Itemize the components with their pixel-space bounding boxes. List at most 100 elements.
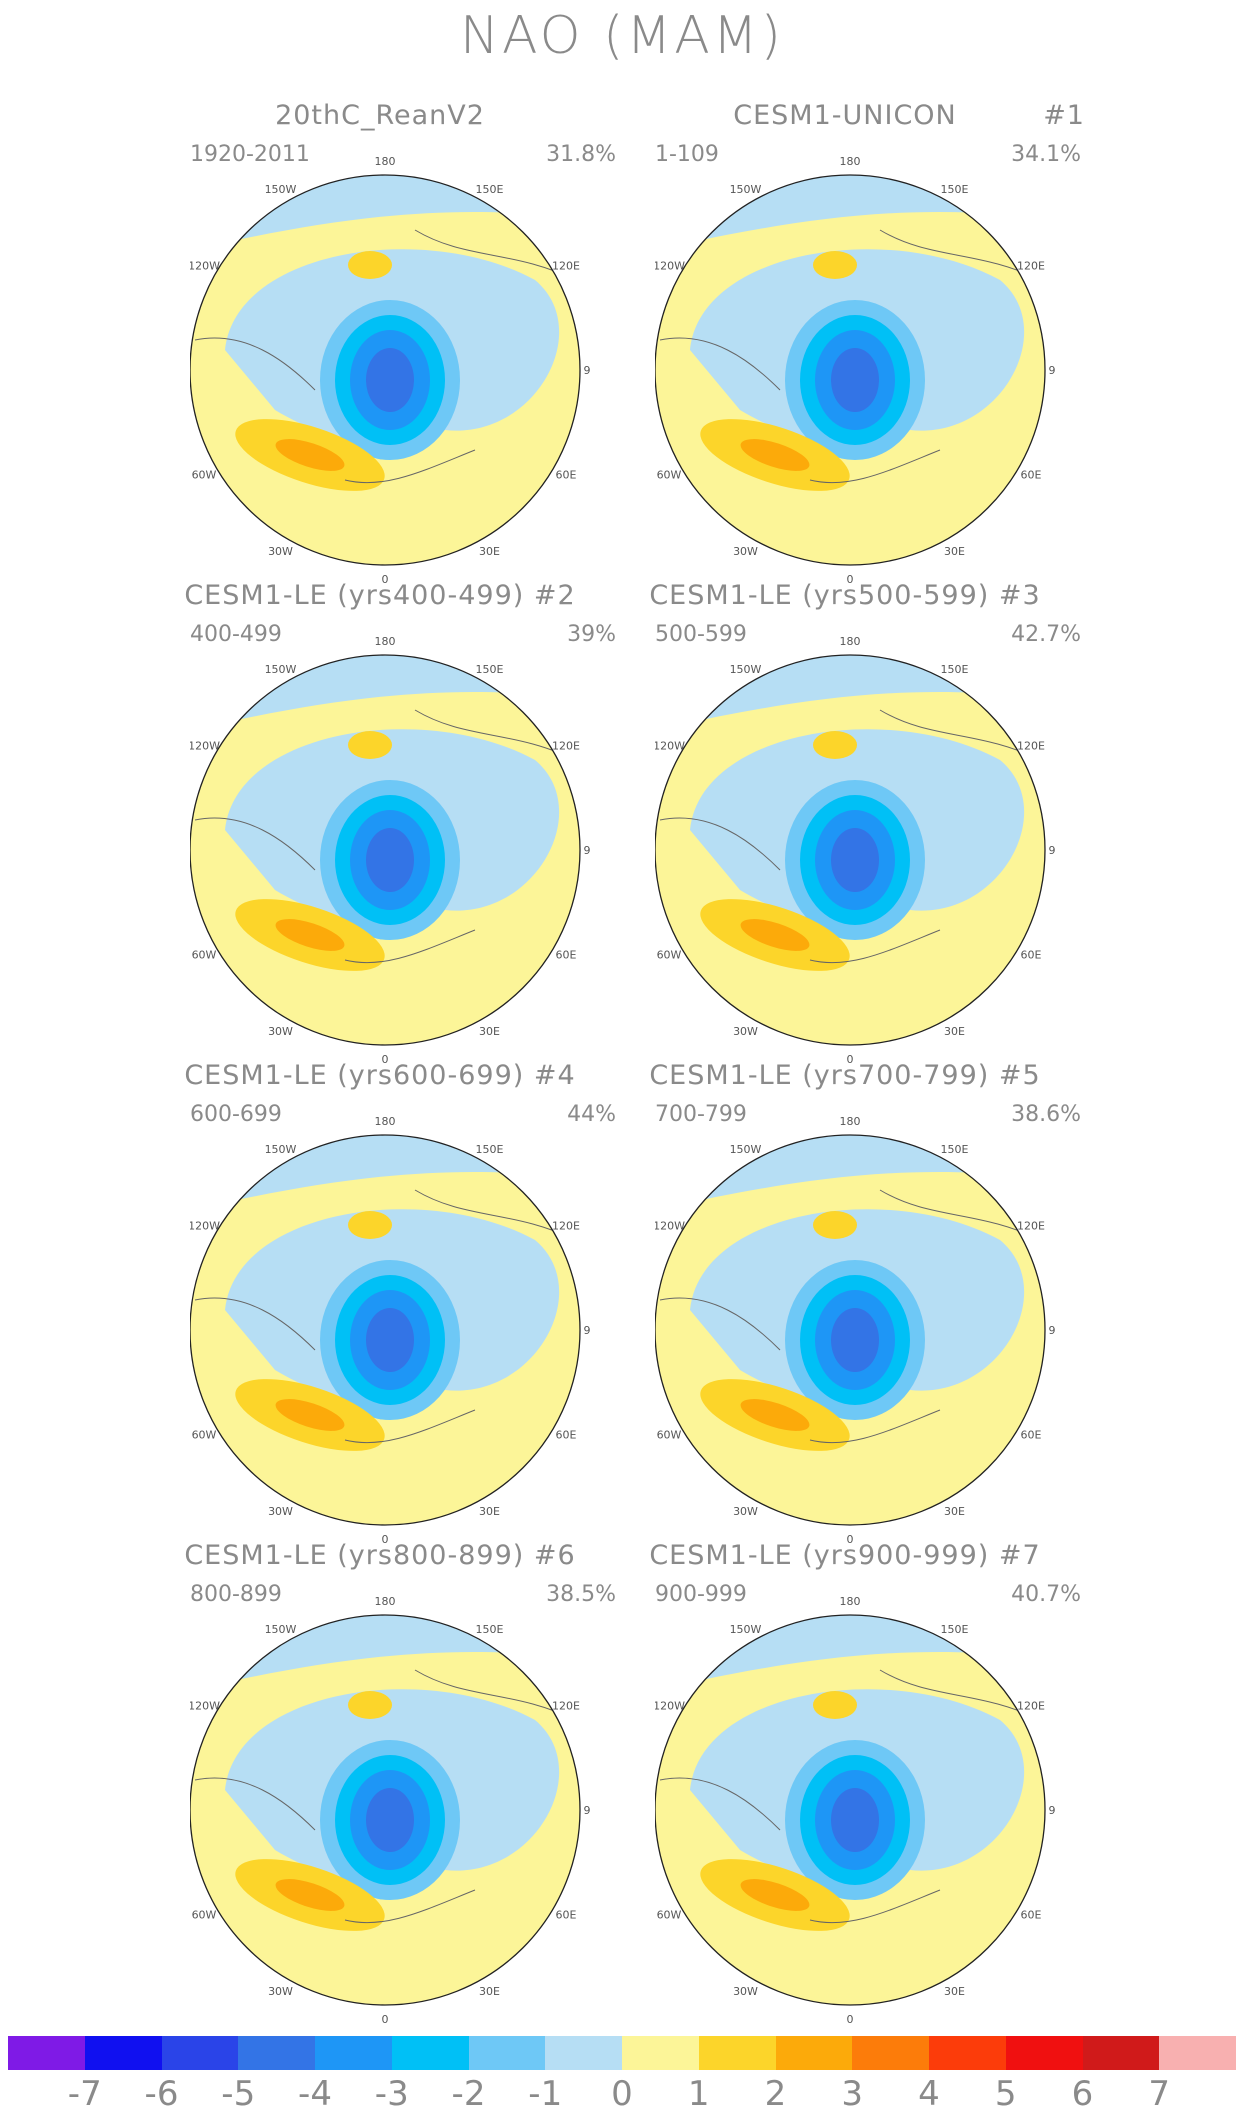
colorbar-tick-label: 0 xyxy=(611,2074,633,2114)
longitude-label: 120W xyxy=(190,1220,220,1233)
negative-anomaly-contour xyxy=(831,1308,879,1372)
contour-field xyxy=(655,655,1045,1045)
longitude-label: 120W xyxy=(190,740,220,753)
longitude-label: 60E xyxy=(556,949,577,962)
longitude-label: 30E xyxy=(944,1025,965,1038)
negative-anomaly-region xyxy=(190,175,580,250)
colorbar-bin xyxy=(775,2036,853,2070)
colorbar-tick-label: 4 xyxy=(918,2074,940,2114)
longitude-label: 30W xyxy=(733,1025,758,1038)
longitude-label: 120E xyxy=(1017,740,1045,753)
panel-period: 800-899 xyxy=(190,1582,282,1607)
colorbar-bin xyxy=(545,2036,622,2070)
colorbar-tick-label: -6 xyxy=(144,2074,179,2114)
longitude-label: 90E xyxy=(1049,364,1055,377)
longitude-label: 30E xyxy=(944,1985,965,1998)
colorbar-tick-label: -4 xyxy=(298,2074,332,2114)
positive-anomaly-contour xyxy=(740,1399,810,1431)
contour-field xyxy=(655,1135,1045,1525)
figure-title: NAO (MAM) xyxy=(460,6,784,66)
colorbar-tick-label: 6 xyxy=(1071,2074,1094,2114)
longitude-label: 60E xyxy=(556,1429,577,1442)
polar-map: 180150E120E90E60E30E030W60W90W120W150W xyxy=(655,155,1055,586)
colorbar-tick-label: -3 xyxy=(374,2074,409,2114)
colorbar-bin xyxy=(468,2036,546,2070)
panel-period: 700-799 xyxy=(655,1102,747,1127)
colorbar xyxy=(8,2036,1236,2070)
longitude-label: 150W xyxy=(265,1623,297,1636)
positive-anomaly-contour xyxy=(348,251,392,279)
longitude-label: 0 xyxy=(847,2013,854,2026)
longitude-label: 120E xyxy=(552,1700,580,1713)
positive-anomaly-contour xyxy=(275,439,345,471)
longitude-label: 150E xyxy=(476,1143,504,1156)
longitude-label: 150W xyxy=(730,1623,762,1636)
map-boundary xyxy=(655,1134,1046,1526)
negative-anomaly-contour xyxy=(831,1788,879,1852)
panel-variance-percent: 34.1% xyxy=(1011,142,1081,167)
contour-field xyxy=(190,1615,580,2005)
panel-title: CESM1-LE (yrs800-899) #6 xyxy=(184,1540,576,1571)
longitude-label: 30E xyxy=(944,545,965,558)
colorbar-bin xyxy=(161,2036,239,2070)
longitude-label: 30E xyxy=(479,1985,500,1998)
colorbar-bin xyxy=(1082,2036,1160,2070)
longitude-label: 30E xyxy=(479,1025,500,1038)
panel-variance-percent: 39% xyxy=(567,622,616,647)
contour-field xyxy=(655,1615,1045,2005)
map-panel: CESM1-LE (yrs600-699) #4 600-699 44% 180 150… xyxy=(184,1060,650,1546)
polar-map: 180150E120E90E60E30E030W60W90W120W150W xyxy=(190,155,590,586)
panel-period: 1-109 xyxy=(655,142,719,167)
negative-anomaly-contour xyxy=(366,1788,414,1852)
positive-anomaly-contour xyxy=(813,251,857,279)
longitude-label: 90E xyxy=(1049,1324,1055,1337)
longitude-label: 90E xyxy=(584,364,590,377)
negative-anomaly-region xyxy=(655,1615,1045,1690)
negative-anomaly-region xyxy=(655,655,1045,730)
panel-run-number: #1 xyxy=(1043,100,1085,131)
colorbar-bin xyxy=(1005,2036,1083,2070)
panel-period: 500-599 xyxy=(655,622,747,647)
colorbar-tick-label: 3 xyxy=(841,2074,864,2114)
longitude-label: 90E xyxy=(584,844,590,857)
longitude-label: 150W xyxy=(730,183,762,196)
longitude-label: 150E xyxy=(941,1623,969,1636)
panel-period: 1920-2011 xyxy=(190,142,310,167)
colorbar-bin xyxy=(852,2036,929,2070)
longitude-label: 150W xyxy=(730,663,762,676)
positive-anomaly-contour xyxy=(275,919,345,951)
longitude-label: 0 xyxy=(382,1533,389,1546)
colorbar-tick-label: -2 xyxy=(451,2074,486,2114)
longitude-label: 60E xyxy=(1021,949,1042,962)
longitude-label: 120W xyxy=(655,1220,685,1233)
longitude-label: 30W xyxy=(268,1505,293,1518)
panel-title: CESM1-UNICON xyxy=(733,100,957,131)
map-boundary xyxy=(190,1614,581,2006)
negative-anomaly-contour xyxy=(366,828,414,892)
map-boundary xyxy=(655,174,1046,566)
longitude-label: 180 xyxy=(375,1595,396,1608)
longitude-label: 30E xyxy=(479,1505,500,1518)
panel-title: CESM1-LE (yrs900-999) #7 xyxy=(649,1540,1041,1571)
longitude-label: 120E xyxy=(1017,1220,1045,1233)
colorbar-tick-label: 1 xyxy=(687,2074,710,2114)
colorbar-bin xyxy=(1159,2036,1236,2070)
positive-anomaly-contour xyxy=(813,1691,857,1719)
longitude-label: 30W xyxy=(733,545,758,558)
contour-field xyxy=(190,175,580,565)
longitude-label: 150E xyxy=(941,1143,969,1156)
longitude-label: 30W xyxy=(733,1505,758,1518)
colorbar-bin xyxy=(929,2036,1006,2070)
colorbar-tick-label: -7 xyxy=(67,2074,102,2114)
longitude-label: 90E xyxy=(1049,1804,1055,1817)
negative-anomaly-region xyxy=(190,655,580,730)
polar-map: 180150E120E90E60E30E030W60W90W120W150W xyxy=(655,1595,1055,2026)
map-panel: CESM1-LE (yrs900-999) #7 900-999 40.7% 180 1… xyxy=(649,1540,1115,2026)
negative-anomaly-contour xyxy=(831,828,879,892)
colorbar-tick-label: 5 xyxy=(994,2074,1017,2114)
colorbar-tick-label: -1 xyxy=(528,2074,563,2114)
longitude-label: 60W xyxy=(192,469,217,482)
positive-anomaly-contour xyxy=(740,919,810,951)
panel-period: 600-699 xyxy=(190,1102,282,1127)
longitude-label: 120E xyxy=(552,740,580,753)
